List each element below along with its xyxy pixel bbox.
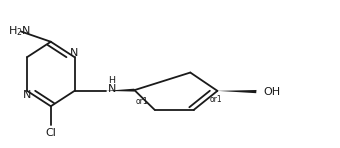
Text: N: N: [23, 90, 31, 99]
Text: OH: OH: [263, 87, 280, 97]
Text: H: H: [108, 76, 115, 85]
Text: N: N: [70, 49, 79, 58]
Text: or1: or1: [135, 97, 148, 106]
Text: N: N: [107, 84, 116, 94]
Text: H$_2$N: H$_2$N: [8, 25, 31, 38]
Text: Cl: Cl: [45, 128, 56, 138]
Polygon shape: [217, 90, 256, 93]
Polygon shape: [106, 89, 135, 92]
Text: or1: or1: [210, 95, 223, 104]
